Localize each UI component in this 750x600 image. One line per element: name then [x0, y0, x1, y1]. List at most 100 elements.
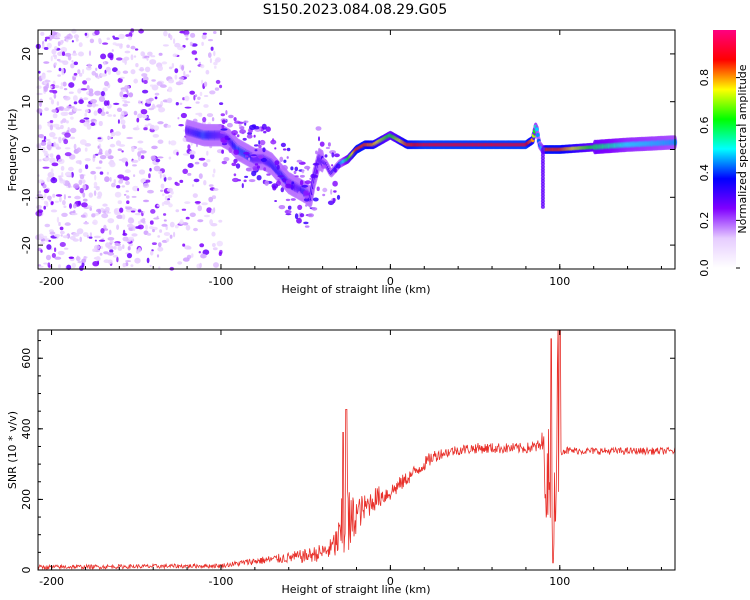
spectrogram-cell — [202, 116, 207, 123]
spectrogram-cell — [114, 191, 122, 198]
spectrogram-cell — [107, 252, 115, 256]
spectrogram-cell — [132, 185, 139, 192]
spectrogram-cell — [134, 212, 141, 216]
spectrogram-cell — [43, 61, 50, 64]
spectrogram-cell — [305, 204, 308, 207]
spectrogram-cell — [40, 249, 43, 253]
spectrogram-cell — [256, 165, 260, 169]
spectrogram-cell — [130, 54, 134, 61]
spectrogram-cell — [46, 70, 52, 73]
spectrogram-cell — [193, 178, 200, 183]
spectrogram-cell — [143, 199, 149, 202]
spectrogram-cell — [274, 200, 277, 202]
colorbar-tick-label: 0.2 — [698, 212, 711, 230]
spectrogram-cell — [72, 238, 79, 242]
spectrogram-cell — [191, 50, 198, 55]
spectrogram-cell — [211, 117, 215, 122]
spectrogram-cell — [62, 200, 66, 206]
ridge-tail-cell — [540, 193, 545, 198]
spectrogram-cell — [94, 73, 99, 78]
spectrogram-cell — [185, 74, 190, 78]
spectrogram-cell — [109, 143, 116, 148]
spectrogram-cell — [94, 29, 100, 36]
spectrogram-cell — [48, 239, 52, 242]
spectrogram-cell — [43, 150, 48, 154]
spectrogram-cell — [38, 190, 41, 194]
spectrogram-cell — [184, 34, 189, 37]
spectrogram-cell — [254, 149, 258, 152]
spectrogram-cell — [206, 113, 214, 118]
spectrogram-cell — [91, 102, 96, 108]
spectrogram-cell — [136, 125, 139, 130]
spectrogram-cell — [69, 203, 72, 209]
spectrogram-cell — [100, 228, 105, 234]
spectrogram-cell — [333, 153, 340, 158]
spectrogram-cell — [137, 113, 143, 119]
spectrogram-cell — [70, 127, 77, 134]
spectrogram-cell — [226, 122, 233, 128]
spectrogram-cell — [206, 150, 209, 156]
spectrogram-cell — [90, 99, 97, 104]
spectrogram-cell — [67, 195, 72, 199]
spectrogram-cell — [102, 42, 109, 45]
ridge-tail-cell — [540, 199, 545, 204]
y-tick-label: 400 — [20, 418, 33, 439]
colorbar-tick-label: 0.0 — [698, 259, 711, 277]
spectrogram-cell — [174, 42, 181, 48]
spectrogram-cell — [176, 151, 179, 156]
spectrogram-cell — [332, 197, 336, 204]
spectrogram-cell — [63, 138, 69, 145]
spectrogram-cell — [66, 36, 70, 39]
spectrogram-cell — [61, 40, 64, 44]
spectrogram-cell — [167, 194, 173, 198]
spectrogram-cell — [77, 200, 81, 206]
spectrogram-cell — [36, 85, 42, 89]
spectrogram-cell — [84, 143, 92, 147]
spectrogram-cell — [109, 177, 112, 182]
spectrogram-cell — [111, 49, 114, 52]
spectrogram-cell — [279, 156, 284, 162]
spectrogram-cell — [101, 213, 109, 219]
spectrogram-cell — [303, 221, 309, 225]
spectrogram-cell — [126, 136, 133, 140]
colorbar-gradient — [713, 30, 736, 268]
spectrogram-cell — [274, 160, 280, 166]
spectrogram-cell — [53, 93, 57, 99]
spectrogram-cell — [86, 124, 92, 130]
ridge-tail-cell — [540, 170, 545, 175]
spectrogram-cell — [46, 176, 51, 182]
spectrogram-cell — [84, 109, 90, 113]
spectrogram-cell — [233, 173, 237, 177]
spectrogram-cell — [103, 259, 110, 264]
colorbar-tick-label: 0.8 — [698, 69, 711, 87]
spectrogram-cell — [119, 91, 124, 98]
spectrogram-cell — [50, 168, 54, 174]
spectrogram-cell — [88, 92, 94, 97]
spectrogram-cell — [79, 265, 84, 272]
spectrogram-cell — [43, 86, 48, 92]
spectrogram-cell — [57, 158, 65, 164]
spectrogram-y-label: Frequency (Hz) — [6, 109, 19, 192]
spectrogram-cell — [248, 157, 251, 161]
spectrogram-cell — [261, 123, 267, 130]
spectrogram-cell — [238, 123, 242, 128]
spectrogram-cell — [312, 197, 319, 202]
ridge-tail-cell — [540, 159, 545, 163]
spectrogram-cell — [266, 173, 271, 176]
spectrogram-cell — [157, 65, 163, 72]
spectrogram-cell — [120, 89, 127, 92]
x-tick-label: -100 — [208, 575, 233, 588]
spectrogram-cell — [103, 61, 106, 66]
spectrogram-cell — [50, 201, 54, 206]
spectrogram-cell — [198, 157, 206, 161]
spectrogram-cell — [58, 137, 62, 144]
spectrogram-cell — [282, 148, 287, 151]
spectrogram-cell — [116, 70, 121, 76]
ridge-tail-cell — [540, 196, 545, 201]
spectrogram-x-ticks: -200 -100 0 100 — [39, 30, 662, 288]
spectrogram-cell — [115, 43, 122, 47]
spectrogram-cell — [310, 173, 316, 179]
spectrogram-cell — [128, 92, 134, 98]
spectrogram-cell — [79, 187, 84, 194]
spectrogram-cell — [151, 145, 158, 150]
